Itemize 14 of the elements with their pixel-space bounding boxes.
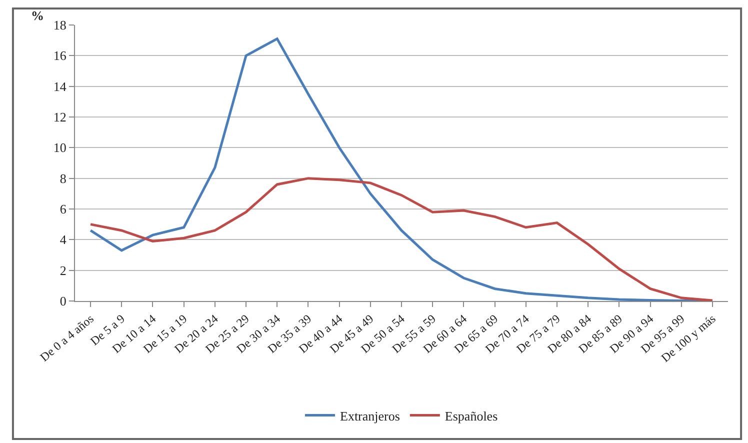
y-tick-label: 0 [60,294,66,309]
y-tick-label: 14 [53,78,67,94]
y-tick-label: 2 [60,262,66,278]
y-tick-label: 16 [53,48,67,64]
y-axis-title: % [31,8,44,23]
line-series [89,177,714,301]
legend-label: Extranjeros [340,408,400,424]
y-tick-label: 6 [60,202,67,217]
y-tick-label: 4 [60,232,67,248]
y-tick-label: 8 [60,170,66,186]
legend-label: Españoles [444,408,498,424]
y-tick-label: 18 [53,18,66,33]
y-tick-label: 10 [53,140,66,156]
y-tick-label: 12 [53,110,66,125]
